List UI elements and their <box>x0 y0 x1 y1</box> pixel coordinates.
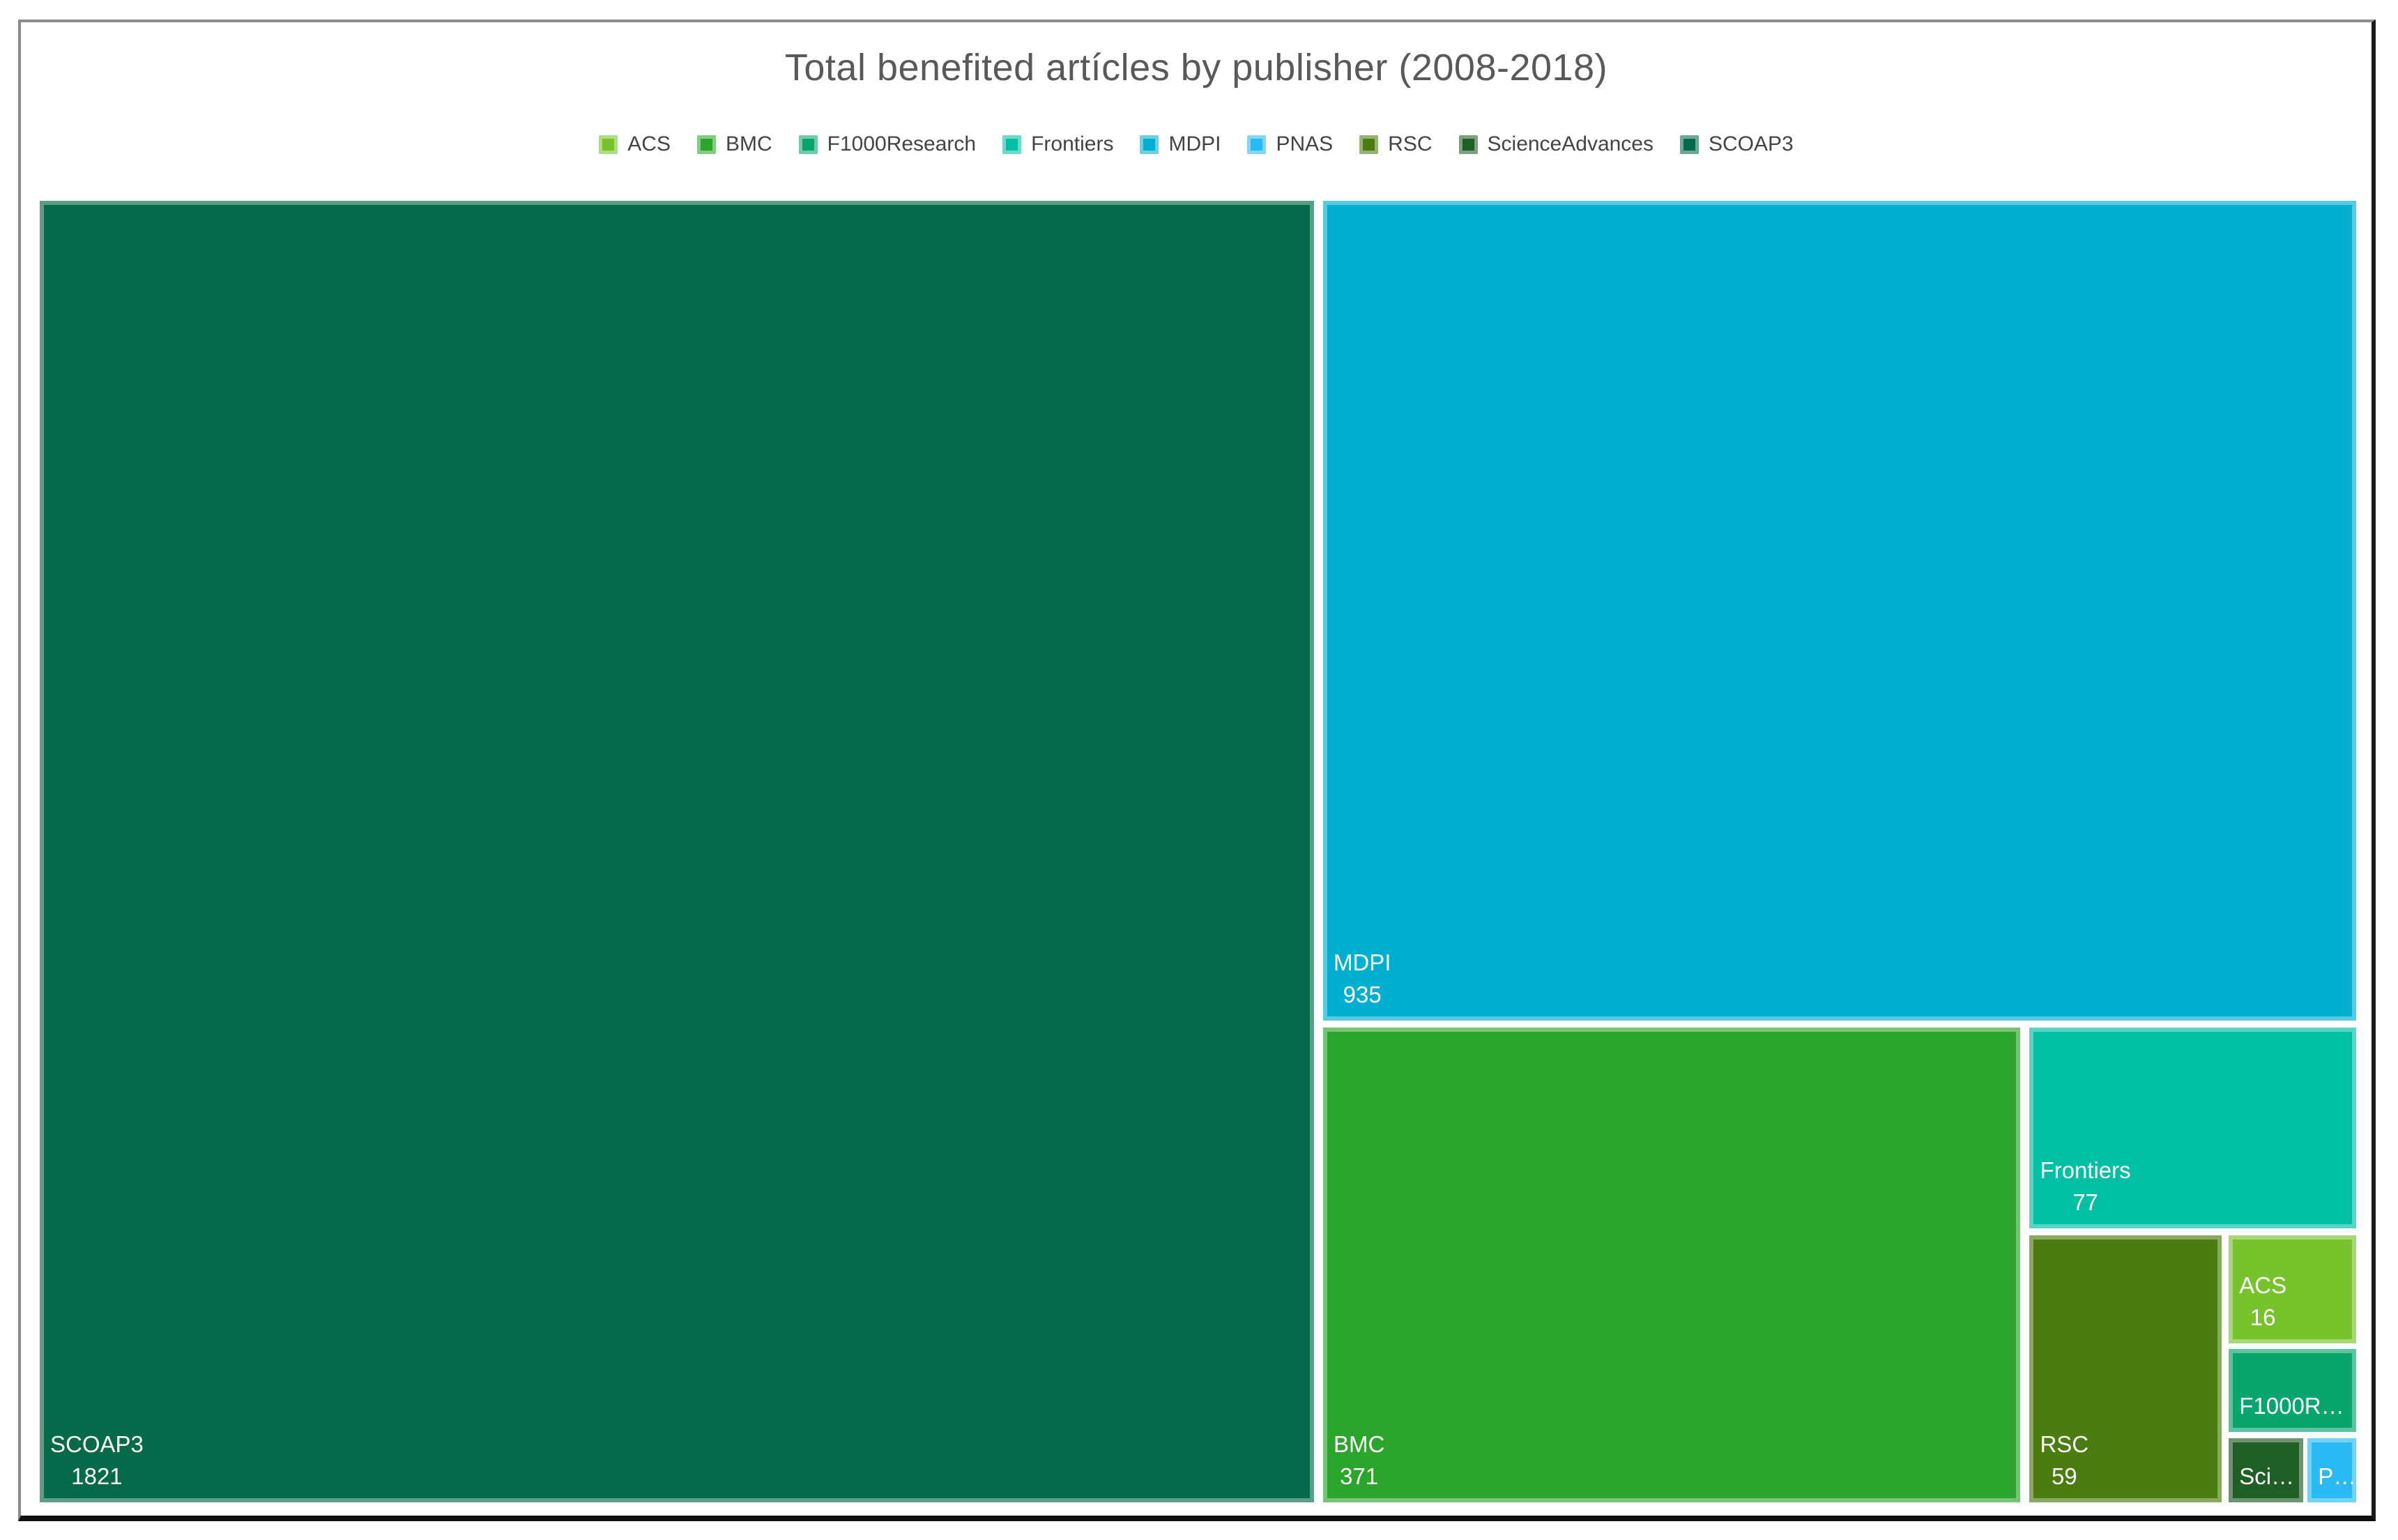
treemap-tile-bmc[interactable]: BMC 371 <box>1322 1027 2021 1502</box>
legend-swatch-frontiers <box>1002 135 1022 154</box>
treemap-tile-frontiers[interactable]: Frontiers 77 <box>2029 1027 2356 1228</box>
legend-item-scienceadvances[interactable]: ScienceAdvances <box>1458 132 1654 156</box>
legend-swatch-pnas <box>1247 135 1267 154</box>
legend-label-scienceadvances: ScienceAdvances <box>1487 132 1654 155</box>
legend-swatch-bmc <box>696 135 716 154</box>
tile-label-group-pnas: P… <box>2318 1461 2356 1493</box>
tile-name-rsc: RSC <box>2040 1431 2089 1457</box>
legend-item-f1000research[interactable]: F1000Research <box>798 132 977 156</box>
tile-value-acs: 16 <box>2250 1304 2276 1331</box>
tile-name-f1000research: F1000R… <box>2239 1392 2344 1419</box>
legend-label-bmc: BMC <box>725 132 772 155</box>
legend-item-rsc[interactable]: RSC <box>1359 132 1433 156</box>
legend-swatch-mdpi <box>1140 135 1159 154</box>
tile-name-scienceadvances: Sci… <box>2239 1463 2295 1489</box>
tile-label-group-scoap3: SCOAP3 1821 <box>50 1428 144 1493</box>
legend-item-frontiers[interactable]: Frontiers <box>1002 132 1113 156</box>
legend-label-scoap3: SCOAP3 <box>1709 132 1794 155</box>
tile-value-frontiers: 77 <box>2072 1189 2098 1215</box>
tile-label-group-rsc: RSC 59 <box>2040 1428 2088 1493</box>
chart-title: Total benefited artícles by publisher (2… <box>784 47 1608 89</box>
tile-name-pnas: P… <box>2318 1463 2356 1489</box>
chart-frame: Total benefited artícles by publisher (2… <box>18 20 2376 1521</box>
tile-label-group-scienceadvances: Sci… <box>2239 1461 2294 1493</box>
legend-item-scoap3[interactable]: SCOAP3 <box>1680 132 1794 156</box>
tile-name-mdpi: MDPI <box>1333 949 1391 975</box>
legend-swatch-acs <box>599 135 618 154</box>
chart-legend: ACS BMC F1000Research Frontiers MDPI PNAS RSC S… <box>21 132 2372 156</box>
tile-name-acs: ACS <box>2239 1272 2287 1298</box>
legend-label-pnas: PNAS <box>1276 132 1334 155</box>
tile-label-group-bmc: BMC 371 <box>1334 1428 1384 1493</box>
tile-label-group-acs: ACS 16 <box>2239 1270 2286 1334</box>
treemap-tile-acs[interactable]: ACS 16 <box>2229 1235 2356 1344</box>
legend-item-pnas[interactable]: PNAS <box>1247 132 1333 156</box>
treemap-tile-mdpi[interactable]: MDPI 935 <box>1322 201 2356 1021</box>
treemap-tile-scoap3[interactable]: SCOAP3 1821 <box>40 201 1314 1502</box>
legend-label-frontiers: Frontiers <box>1031 132 1114 155</box>
treemap: SCOAP3 1821 MDPI 935 BMC 371 Frontiers 77 RSC 59 A… <box>40 201 2356 1502</box>
tile-label-group-f1000research: F1000R… <box>2239 1390 2344 1422</box>
tile-value-mdpi: 935 <box>1343 982 1382 1008</box>
treemap-tile-scienceadvances[interactable]: Sci… <box>2229 1438 2303 1502</box>
legend-item-mdpi[interactable]: MDPI <box>1140 132 1221 156</box>
tile-name-bmc: BMC <box>1333 1431 1385 1457</box>
legend-label-rsc: RSC <box>1388 132 1433 155</box>
legend-swatch-f1000research <box>798 135 818 154</box>
legend-item-bmc[interactable]: BMC <box>696 132 772 156</box>
tile-name-scoap3: SCOAP3 <box>50 1431 144 1457</box>
treemap-tile-rsc[interactable]: RSC 59 <box>2029 1235 2222 1502</box>
legend-label-mdpi: MDPI <box>1168 132 1221 155</box>
treemap-tile-f1000research[interactable]: F1000R… <box>2229 1348 2356 1433</box>
legend-swatch-rsc <box>1359 135 1379 154</box>
tile-value-scoap3: 1821 <box>71 1463 123 1489</box>
tile-value-rsc: 59 <box>2051 1463 2077 1489</box>
legend-swatch-scoap3 <box>1680 135 1699 154</box>
tile-name-frontiers: Frontiers <box>2040 1157 2131 1183</box>
tile-label-group-mdpi: MDPI 935 <box>1334 947 1391 1011</box>
treemap-tile-pnas[interactable]: P… <box>2307 1438 2356 1502</box>
tile-label-group-frontiers: Frontiers 77 <box>2040 1154 2130 1219</box>
legend-label-f1000research: F1000Research <box>827 132 977 155</box>
legend-label-acs: ACS <box>627 132 671 155</box>
legend-swatch-scienceadvances <box>1458 135 1478 154</box>
tile-value-bmc: 371 <box>1340 1463 1379 1489</box>
legend-item-acs[interactable]: ACS <box>599 132 671 156</box>
